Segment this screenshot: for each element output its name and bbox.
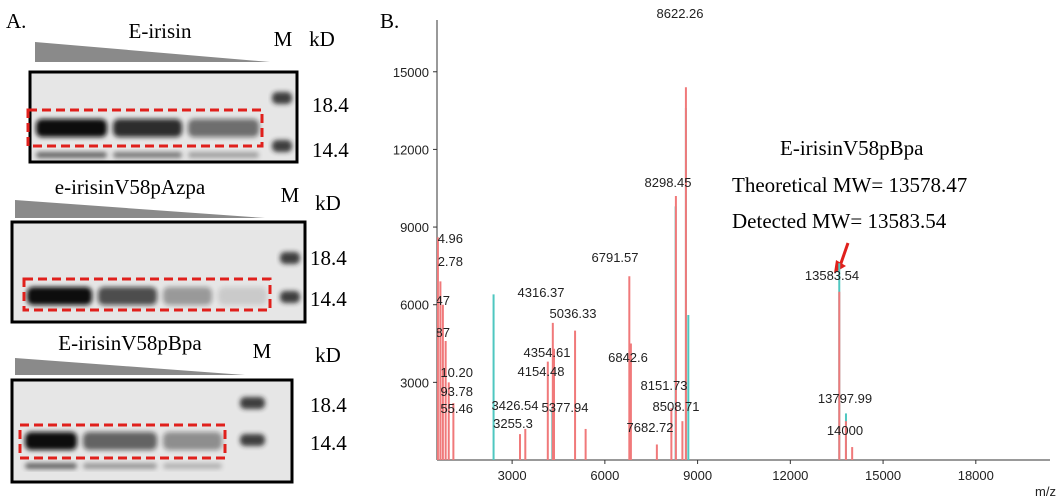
peak-label: 6842.6	[608, 350, 648, 365]
peak-label: 4154.48	[518, 364, 565, 379]
gel-title: E-irisin	[129, 19, 192, 43]
band	[163, 432, 222, 450]
band	[83, 432, 157, 450]
y-tick-label: 3000	[400, 375, 429, 390]
peak-label: 4.87	[425, 325, 450, 340]
marker-label: M	[274, 27, 293, 51]
gradient-wedge	[35, 42, 270, 62]
peak-label: 4316.37	[518, 285, 565, 300]
peak-label: 4.96	[438, 231, 463, 246]
marker-band	[240, 434, 265, 446]
highlight-box	[18, 423, 227, 460]
marker-label: M	[281, 183, 300, 207]
band	[36, 119, 107, 137]
size-label: 14.4	[312, 138, 349, 162]
unit-label: kD	[309, 27, 335, 51]
peak-label: 3426.54	[492, 398, 539, 413]
peak-label: 55.46	[440, 401, 473, 416]
size-label: 18.4	[310, 393, 347, 417]
y-tick-label: 15000	[393, 65, 429, 80]
peak-label: 8151.73	[641, 378, 688, 393]
size-label: 18.4	[312, 93, 349, 117]
x-axis-label: m/z	[1035, 484, 1056, 498]
peak-label: 93.78	[440, 384, 473, 399]
peak-label: 4354.61	[524, 345, 571, 360]
gel-title: E-irisinV58pBpa	[58, 331, 202, 355]
marker-band	[240, 397, 265, 409]
gel-background	[30, 72, 297, 162]
peak-label: 13797.99	[818, 391, 872, 406]
band	[163, 463, 222, 469]
marker-label: M	[253, 339, 272, 363]
band	[163, 287, 212, 305]
unit-label: kD	[315, 343, 341, 367]
band	[36, 152, 107, 158]
peak-label: 10.20	[440, 365, 473, 380]
peak-label: 8298.45	[645, 175, 692, 190]
size-label: 14.4	[310, 287, 347, 311]
annotation: E-irisinV58pBpa	[780, 136, 924, 160]
gel-background	[12, 222, 305, 322]
y-tick-label: 12000	[393, 142, 429, 157]
peak-label: 13583.54	[805, 268, 859, 283]
gel-frame	[10, 220, 307, 324]
marker-band	[272, 140, 292, 152]
peak-label: 8622.26	[657, 6, 704, 21]
gel-frame	[10, 378, 294, 484]
unit-label: kD	[315, 191, 341, 215]
size-label: 14.4	[310, 431, 347, 455]
band	[83, 463, 157, 469]
y-tick-label: 6000	[400, 298, 429, 313]
peak-label: 3255.3	[493, 416, 533, 431]
highlight-box	[26, 108, 264, 148]
band	[25, 432, 77, 450]
x-tick-label: 6000	[590, 468, 619, 483]
panel-label: A.	[6, 9, 26, 33]
peak-label: 14000	[827, 423, 863, 438]
marker-band	[280, 252, 300, 264]
band	[113, 152, 182, 158]
peak-label: 5036.33	[550, 306, 597, 321]
arrow	[838, 242, 850, 267]
peak-label: 5377.94	[542, 400, 589, 415]
marker-band	[280, 291, 300, 303]
annotation: Theoretical MW= 13578.47	[732, 173, 967, 197]
peak-label: 6791.57	[592, 250, 639, 265]
gradient-wedge	[15, 200, 265, 218]
band	[113, 119, 182, 137]
gel-title: e-irisinV58pAzpa	[55, 175, 206, 199]
x-tick-label: 3000	[498, 468, 527, 483]
annotation: Detected MW= 13583.54	[732, 209, 947, 233]
band	[188, 152, 259, 158]
highlight-box	[22, 277, 272, 312]
gel-frame	[28, 70, 299, 164]
band	[25, 463, 77, 469]
band	[188, 119, 259, 137]
peak-label: 3.47	[425, 293, 450, 308]
plot-area: 8622.26 8298.45 6791.57 6842.6 4316.37 5036.3…	[425, 6, 872, 460]
x-tick-label: 9000	[683, 468, 712, 483]
x-tick-label: 15000	[865, 468, 901, 483]
panel-label: B.	[380, 9, 399, 33]
marker-band	[272, 92, 292, 104]
band	[98, 287, 157, 305]
peak-label: 8508.71	[653, 399, 700, 414]
x-tick-label: 12000	[772, 468, 808, 483]
band	[27, 287, 92, 305]
x-tick-label: 18000	[958, 468, 994, 483]
size-label: 18.4	[310, 246, 347, 270]
peak-label: 7682.72	[627, 420, 674, 435]
gradient-wedge	[15, 358, 245, 375]
y-tick-label: 9000	[400, 220, 429, 235]
peak-label: 2.78	[438, 254, 463, 269]
band	[218, 287, 267, 305]
